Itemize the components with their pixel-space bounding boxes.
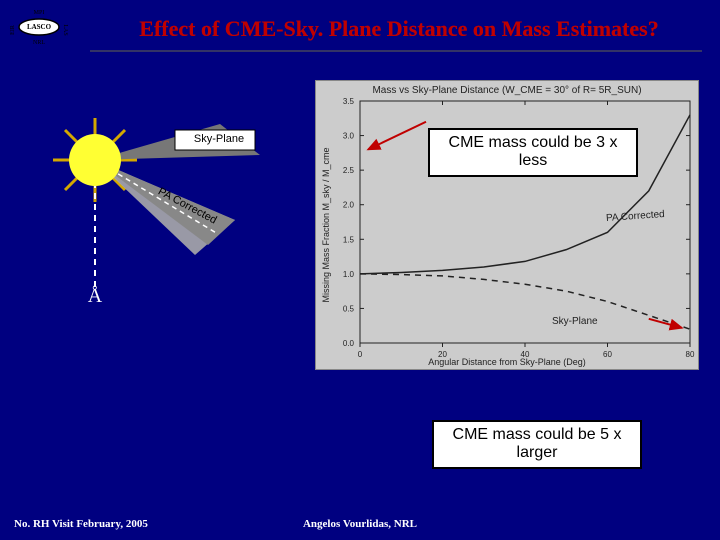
title-rule <box>90 50 702 52</box>
logo-ellipse-text: LASCO <box>27 23 52 31</box>
earth-symbol-text: Å <box>88 285 103 307</box>
svg-text:3.5: 3.5 <box>343 97 355 106</box>
svg-text:1.0: 1.0 <box>343 270 355 279</box>
svg-text:3.0: 3.0 <box>343 132 355 141</box>
logo-right-text: LAS <box>62 24 68 35</box>
callout-5x-larger: CME mass could be 5 x larger <box>432 420 642 469</box>
diagram-label-skyplane: Sky-Plane <box>184 133 254 145</box>
callout-3x-less: CME mass could be 3 x less <box>428 128 638 177</box>
chart-annotation-skyplane: Sky-Plane <box>552 316 598 327</box>
svg-text:0.0: 0.0 <box>343 339 355 348</box>
logo-top-text: MPI <box>34 10 45 16</box>
mass-vs-distance-chart: Mass vs Sky-Plane Distance (W_CME = 30° … <box>315 80 699 370</box>
logo-left-text: EIR <box>10 25 16 35</box>
logo-bottom-text: NRL <box>33 40 45 46</box>
chart-ylabel: Missing Mass Fraction M_sky / M_cme <box>321 125 331 325</box>
svg-text:2.0: 2.0 <box>343 201 355 210</box>
chart-xlabel: Angular Distance from Sky-Plane (Deg) <box>316 357 698 367</box>
chart-title: Mass vs Sky-Plane Distance (W_CME = 30° … <box>316 85 698 96</box>
chart-svg: 0204060800.00.51.01.52.02.53.03.5 <box>316 81 700 371</box>
svg-text:1.5: 1.5 <box>343 235 355 244</box>
svg-text:0.5: 0.5 <box>343 304 355 313</box>
svg-text:2.5: 2.5 <box>343 166 355 175</box>
slide-title: Effect of CME-Sky. Plane Distance on Mas… <box>90 16 708 42</box>
footer-center: Angelos Vourlidas, NRL <box>0 518 720 530</box>
logo-badge: MPI EIR LAS LASCO NRL <box>8 6 70 48</box>
sun-cone-diagram: Å Sky-Plane PA Corrected <box>40 100 300 300</box>
